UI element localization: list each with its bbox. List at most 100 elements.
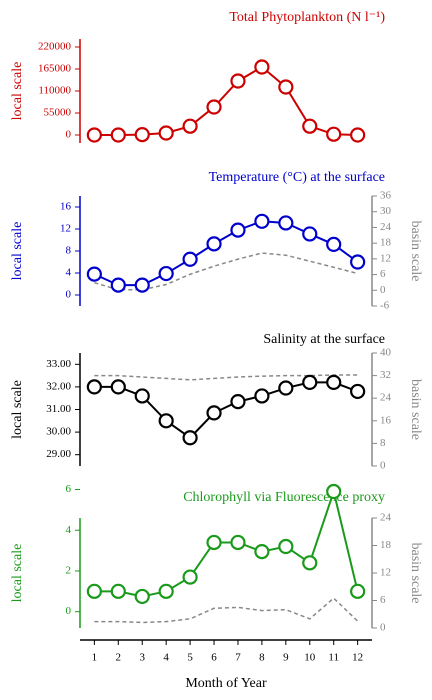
data-point bbox=[230, 534, 246, 551]
x-tick-label: 5 bbox=[187, 652, 193, 664]
chart-title: Chlorophyll via Fluorescence proxy bbox=[183, 490, 385, 505]
data-point bbox=[326, 483, 342, 500]
y2-axis-label: basin scale bbox=[408, 542, 423, 603]
series-line bbox=[94, 487, 359, 598]
x-tick-label: 12 bbox=[352, 652, 363, 664]
x-tick-label: 10 bbox=[304, 652, 316, 664]
y2-tick-label: 18 bbox=[380, 237, 392, 249]
data-point bbox=[134, 277, 150, 293]
y-tick-label: 0 bbox=[66, 289, 72, 301]
y2-tick-label: 24 bbox=[380, 512, 392, 524]
data-point bbox=[326, 236, 342, 252]
data-point bbox=[86, 379, 102, 395]
data-point bbox=[326, 374, 342, 390]
data-point bbox=[86, 583, 102, 599]
x-tick-label: 6 bbox=[211, 652, 217, 664]
data-point bbox=[206, 99, 222, 115]
data-point bbox=[350, 127, 366, 143]
data-point bbox=[278, 215, 294, 231]
data-point bbox=[158, 413, 174, 429]
data-point bbox=[350, 254, 366, 270]
chart-title: Salinity at the surface bbox=[263, 332, 385, 347]
data-point bbox=[182, 430, 198, 446]
data-point bbox=[158, 125, 174, 141]
y2-tick-label: 36 bbox=[380, 190, 392, 202]
y-tick-label: 4 bbox=[66, 267, 72, 279]
data-point bbox=[110, 379, 126, 395]
y-tick-label: 4 bbox=[66, 524, 72, 536]
x-tick-label: 3 bbox=[139, 652, 145, 664]
y-tick-label: 8 bbox=[66, 245, 72, 257]
data-point bbox=[254, 388, 270, 404]
data-point bbox=[206, 236, 222, 252]
data-point bbox=[134, 127, 150, 143]
y-tick-label: 110000 bbox=[38, 85, 71, 97]
data-point bbox=[158, 265, 174, 282]
y2-tick-label: 0 bbox=[380, 460, 386, 472]
data-point bbox=[206, 534, 222, 551]
y2-axis-label: basin scale bbox=[408, 379, 423, 440]
data-point bbox=[326, 126, 342, 142]
data-point bbox=[302, 118, 318, 134]
y-axis-label: local scale bbox=[10, 62, 25, 121]
y-tick-label: 29.00 bbox=[46, 448, 71, 460]
y-tick-label: 12 bbox=[60, 223, 71, 235]
data-point bbox=[182, 251, 198, 267]
data-point bbox=[110, 127, 126, 143]
series-line bbox=[94, 65, 358, 136]
y-axis-label: local scale bbox=[10, 222, 25, 281]
y2-tick-label: 18 bbox=[380, 539, 392, 551]
x-tick-label: 1 bbox=[92, 652, 98, 664]
y2-tick-label: 40 bbox=[380, 347, 392, 359]
data-point bbox=[302, 374, 318, 390]
data-point bbox=[134, 588, 150, 605]
y2-tick-label: 16 bbox=[380, 414, 392, 426]
data-point bbox=[278, 380, 294, 396]
data-point bbox=[182, 569, 198, 585]
y2-tick-label: 6 bbox=[380, 268, 386, 280]
data-point bbox=[230, 222, 246, 238]
y2-tick-label: 12 bbox=[380, 252, 391, 264]
y-tick-label: 220000 bbox=[38, 41, 72, 53]
series-line bbox=[94, 374, 358, 381]
x-tick-label: 2 bbox=[116, 652, 122, 664]
data-point bbox=[230, 393, 246, 410]
data-point bbox=[302, 555, 318, 571]
y-tick-label: 165000 bbox=[38, 63, 72, 75]
y-tick-label: 6 bbox=[66, 483, 72, 495]
y2-tick-label: 0 bbox=[380, 622, 386, 634]
data-point bbox=[110, 277, 126, 293]
y-tick-label: 33.00 bbox=[46, 358, 71, 370]
y2-tick-label: 0 bbox=[380, 284, 386, 296]
y-axis-label: local scale bbox=[10, 380, 25, 439]
y-tick-label: 32.00 bbox=[46, 380, 71, 392]
y-tick-label: 0 bbox=[66, 605, 72, 617]
data-point bbox=[86, 127, 102, 143]
y2-tick-label: 12 bbox=[380, 567, 391, 579]
y-tick-label: 31.00 bbox=[46, 403, 71, 415]
data-point bbox=[350, 383, 366, 400]
series-line bbox=[94, 381, 358, 440]
data-point bbox=[278, 538, 294, 555]
data-point bbox=[254, 59, 270, 75]
y2-axis-label: basin scale bbox=[408, 220, 423, 281]
x-tick-label: 11 bbox=[328, 652, 339, 664]
x-axis-label: Month of Year bbox=[185, 676, 267, 691]
data-point bbox=[254, 213, 270, 229]
data-point bbox=[158, 583, 174, 599]
y2-tick-label: 8 bbox=[380, 437, 386, 449]
data-point bbox=[182, 118, 198, 134]
chart-title: Total Phytoplankton (N l⁻¹) bbox=[229, 10, 385, 25]
y2-tick-label: 6 bbox=[380, 594, 386, 606]
series-line bbox=[94, 597, 359, 624]
data-point bbox=[110, 583, 126, 599]
y-axis-label: local scale bbox=[10, 544, 25, 603]
y2-tick-label: 24 bbox=[380, 392, 392, 404]
x-tick-label: 8 bbox=[259, 652, 265, 664]
data-point bbox=[86, 266, 102, 282]
y-tick-label: 0 bbox=[66, 129, 72, 141]
y2-tick-label: -6 bbox=[380, 300, 390, 312]
data-point bbox=[302, 226, 318, 242]
y2-tick-label: 24 bbox=[380, 221, 392, 233]
